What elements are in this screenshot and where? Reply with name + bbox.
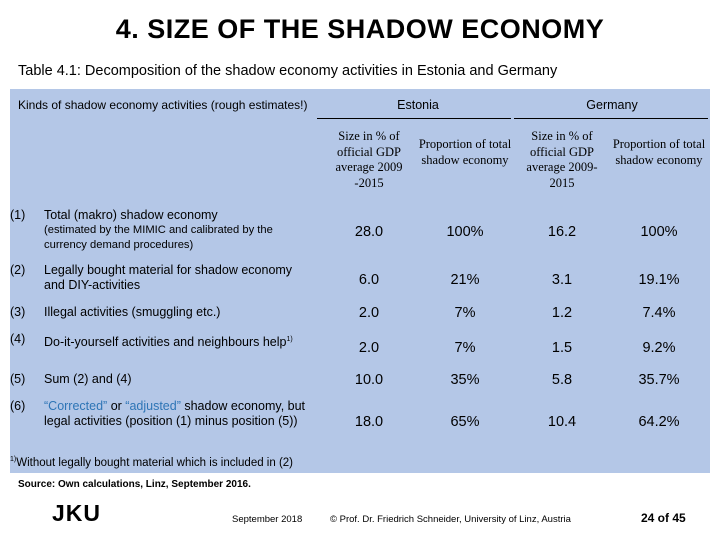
row-number: (5) — [10, 372, 26, 386]
estonia-proportion-header: Proportion of total shadow economy — [418, 137, 512, 167]
row-text-main: Do-it-yourself activities and neighbours… — [44, 335, 287, 350]
row-text: Illegal activities (smuggling etc.) — [44, 305, 221, 319]
germany-underline — [514, 118, 708, 119]
country-estonia: Estonia — [397, 98, 439, 112]
footnote-text: Without legally bought material which is… — [16, 456, 294, 469]
row-1-estonia-proportion: 100% — [446, 224, 484, 240]
row-4-estonia-size: 2.0 — [358, 340, 380, 356]
row-text: Legally bought material for shadow econo… — [44, 263, 293, 292]
row-2-germany-proportion: 19.1% — [638, 272, 680, 288]
row-5-estonia-size: 10.0 — [354, 372, 384, 388]
row-6-estonia-proportion: 65% — [450, 414, 480, 430]
row-5-germany-proportion: 35.7% — [638, 372, 680, 388]
row-3-germany-size: 1.2 — [551, 305, 573, 321]
table-row-2-label: (2) Legally bought material for shadow e… — [10, 263, 315, 293]
corrected-term: “Corrected” — [44, 399, 108, 413]
row-note: (estimated by the MIMIC and calibrated b… — [44, 224, 273, 251]
adjusted-term: “adjusted” — [125, 399, 181, 413]
row-number: (6) — [10, 399, 26, 413]
table-row-5-label: (5) Sum (2) and (4) — [10, 372, 315, 387]
country-germany: Germany — [586, 98, 638, 112]
page-number: 24 of 45 — [641, 511, 686, 525]
row-1-germany-size: 16.2 — [547, 224, 577, 240]
row-number: (2) — [10, 263, 26, 277]
footer-author: © Prof. Dr. Friedrich Schneider, Univers… — [330, 514, 571, 525]
table-row-4-label: (4) Do-it-yourself activities and neighb… — [10, 332, 315, 350]
activity-column-header: Kinds of shadow economy activities (roug… — [18, 98, 308, 112]
row-text: “Corrected” or “adjusted” shadow economy… — [44, 399, 315, 429]
row-text-rest: shadow economy, but legal activities (po… — [44, 399, 306, 428]
slide-title: 4. SIZE OF THE SHADOW ECONOMY — [115, 14, 605, 44]
estonia-underline — [317, 118, 511, 119]
row-6-germany-size: 10.4 — [547, 414, 577, 430]
row-3-germany-proportion: 7.4% — [642, 305, 676, 321]
germany-size-header: Size in % of official GDP average 2009-2… — [526, 129, 598, 190]
row-2-estonia-proportion: 21% — [450, 272, 480, 288]
row-2-germany-size: 3.1 — [551, 272, 573, 288]
row-number: (4) — [10, 332, 26, 346]
row-1-germany-proportion: 100% — [640, 224, 678, 240]
row-5-estonia-proportion: 35% — [450, 372, 480, 388]
table-row-3-label: (3) Illegal activities (smuggling etc.) — [10, 305, 315, 320]
germany-proportion-header: Proportion of total shadow economy — [612, 137, 706, 167]
footer-date: September 2018 — [232, 514, 303, 525]
or-word: or — [107, 399, 126, 413]
row-number: (3) — [10, 305, 26, 319]
row-6-germany-proportion: 64.2% — [638, 414, 680, 430]
estonia-size-header: Size in % of official GDP average 2009 -… — [335, 129, 403, 190]
row-6-estonia-size: 18.0 — [354, 414, 384, 430]
row-text: Do-it-yourself activities and neighbours… — [44, 332, 315, 350]
row-4-estonia-proportion: 7% — [454, 340, 476, 356]
table-row-6-label: (6) “Corrected” or “adjusted” shadow eco… — [10, 399, 315, 429]
row-2-estonia-size: 6.0 — [358, 272, 380, 288]
row-text: Sum (2) and (4) — [44, 372, 132, 386]
row-number: (1) — [10, 208, 26, 222]
table-caption: Table 4.1: Decomposition of the shadow e… — [18, 63, 558, 79]
table-panel: Kinds of shadow economy activities (roug… — [10, 89, 710, 473]
footnote-marker: 1) — [286, 336, 293, 343]
row-3-estonia-proportion: 7% — [454, 305, 476, 321]
row-4-germany-proportion: 9.2% — [642, 340, 676, 356]
row-1-estonia-size: 28.0 — [354, 224, 384, 240]
row-4-germany-size: 1.5 — [551, 340, 573, 356]
table-row-1-label: (1) Total (makro) shadow economy (estima… — [10, 208, 315, 253]
row-5-germany-size: 5.8 — [551, 372, 573, 388]
table-footnote: 1)Without legally bought material which … — [10, 456, 293, 469]
source-note: Source: Own calculations, Linz, Septembe… — [18, 479, 251, 490]
row-3-estonia-size: 2.0 — [358, 305, 380, 321]
jku-logo: JKU — [52, 500, 102, 526]
footnote-marker: 1) — [10, 456, 17, 463]
row-text: Total (makro) shadow economy — [44, 208, 218, 222]
